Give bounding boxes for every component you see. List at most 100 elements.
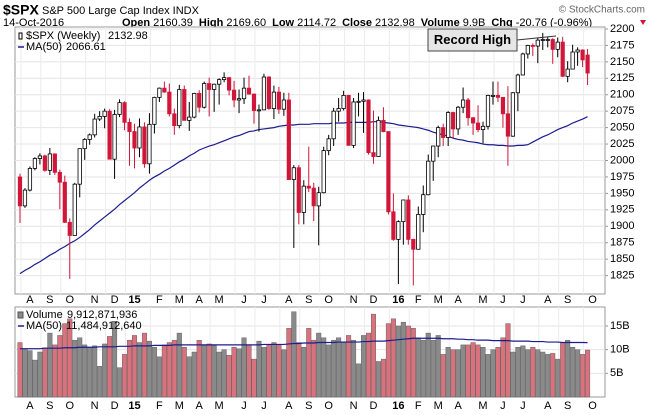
candle-body (271, 91, 277, 109)
volume-bar (231, 347, 237, 398)
y-tick-label: 1875 (610, 237, 634, 249)
volume-bar (251, 358, 257, 398)
candle-body (565, 68, 570, 77)
candle-body (495, 94, 501, 98)
volume-bar (356, 363, 362, 398)
candle-body (545, 39, 550, 41)
volume-bar (22, 348, 28, 398)
y-tick-label: 1825 (610, 269, 634, 281)
volume-bar (196, 339, 202, 398)
x-tick-label: A (454, 294, 462, 306)
x-tick-label: O (65, 294, 74, 306)
volume-bar (520, 345, 526, 398)
volume-bar (535, 349, 541, 398)
volume-bar (211, 345, 217, 398)
volume-bar (540, 351, 546, 398)
volume-bar (186, 356, 192, 398)
x-tick-label: M (175, 400, 184, 412)
candle-body (535, 39, 540, 47)
y-tick-label: 1900 (610, 220, 634, 232)
candle-body (530, 45, 535, 47)
candle-body (560, 41, 565, 77)
volume-bar (261, 347, 267, 398)
symbol: $SPX (3, 2, 39, 18)
x-tick-label: O (588, 400, 597, 412)
candle-body (286, 99, 291, 180)
x-tick-label: S (305, 400, 312, 412)
volume-bar (27, 350, 33, 398)
volume-bar (117, 367, 123, 398)
candle-body (386, 131, 391, 213)
volume-bar (82, 344, 88, 398)
candle-body (67, 221, 72, 236)
volume-bar (480, 347, 486, 398)
x-tick-label: F (415, 400, 422, 412)
candle-body (261, 76, 267, 111)
x-tick-label: M (175, 294, 184, 306)
x-tick-label: S (46, 400, 53, 412)
candle-body (177, 89, 182, 127)
x-tick-label: D (370, 294, 378, 306)
credit: © StockCharts.com (559, 5, 645, 16)
candle-body (127, 121, 132, 132)
x-tick-label: F (156, 294, 163, 306)
candle-body (112, 114, 117, 160)
volume-bar (206, 343, 212, 398)
volume-bar (525, 349, 531, 398)
volume-bar (311, 339, 317, 398)
volume-bar (385, 323, 391, 398)
volume-bar (102, 343, 108, 398)
candle-body (212, 83, 217, 90)
volume-bar (500, 337, 506, 398)
stat-label: High (199, 17, 224, 29)
volume-bar (445, 347, 451, 398)
x-tick-label: D (111, 294, 119, 306)
candle-body (331, 110, 336, 140)
candle-body (172, 113, 177, 127)
x-tick-label: A (196, 400, 204, 412)
y-tick-label: 2200 (610, 23, 634, 35)
candle-body (222, 77, 227, 81)
volume-bar (276, 344, 282, 398)
y-tick-label: 10B (610, 344, 630, 356)
candle-body (197, 93, 202, 108)
volume-bar (181, 347, 187, 398)
volume-bar (380, 358, 386, 398)
candle-body (326, 138, 331, 152)
x-tick-label: A (454, 400, 462, 412)
volume-bar (112, 321, 118, 398)
volume-bar (241, 337, 247, 398)
x-tick-label: N (350, 400, 358, 412)
candle-body (217, 79, 222, 85)
candle-body (540, 39, 545, 41)
stat-label: Open (122, 17, 150, 29)
candle-body (416, 214, 421, 250)
x-tick-label: A (544, 400, 552, 412)
volume-bar (226, 355, 232, 398)
volume-bar (545, 354, 551, 398)
x-tick-label: J (500, 294, 506, 306)
x-tick-label: O (324, 400, 333, 412)
x-tick-label: 15 (128, 400, 140, 412)
candle-body (555, 41, 560, 50)
stat-value: 2132.98 (375, 17, 415, 29)
legend-icon (17, 311, 24, 319)
volume-bar (565, 339, 571, 398)
volume-bar (246, 344, 252, 398)
volume-bar (316, 332, 322, 398)
candle-body (311, 187, 316, 207)
candle-body (456, 106, 461, 130)
legend-label: MA(50) (26, 41, 62, 53)
candle-body (451, 112, 456, 130)
volume-bar (361, 335, 367, 398)
volume-bar (550, 353, 556, 398)
down-arrow (640, 20, 646, 25)
candle-body (226, 77, 232, 91)
candle-body (306, 185, 311, 189)
x-tick-label: S (46, 294, 53, 306)
candle-body (17, 176, 23, 207)
x-tick-label: J (520, 294, 526, 306)
candle-body (505, 113, 511, 137)
candle-body (301, 185, 306, 213)
